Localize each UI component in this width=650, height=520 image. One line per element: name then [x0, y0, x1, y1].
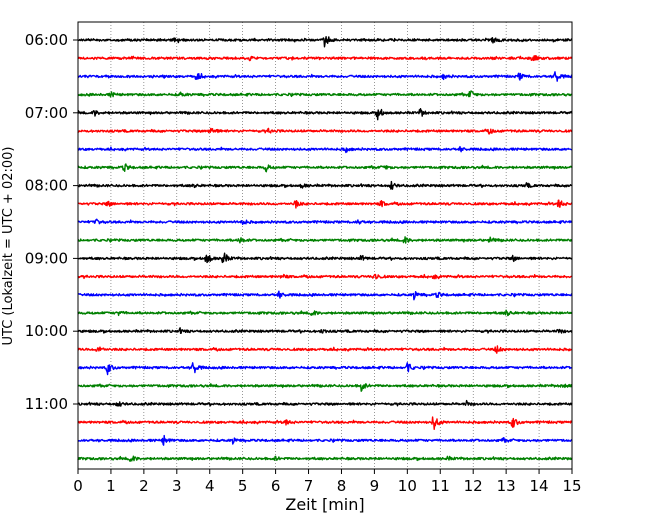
- seismic-trace: [77, 416, 573, 430]
- seismic-trace: [77, 399, 573, 407]
- y-axis-ticks: 06:00 07:00 08:00 09:00 10:00 11:00: [25, 31, 78, 413]
- x-axis-label: Zeit [min]: [285, 495, 364, 514]
- y-tick-label: 07:00: [25, 104, 68, 122]
- x-tick-label: 0: [73, 477, 83, 495]
- y-axis-label: UTC (Lokalzeit = UTC + 02:00): [1, 147, 16, 346]
- seismic-trace: [77, 345, 573, 354]
- seismic-trace: [77, 90, 573, 98]
- seismic-trace: [77, 383, 573, 392]
- seismic-trace: [77, 252, 573, 264]
- seismic-trace: [77, 236, 573, 244]
- x-tick-label: 3: [172, 477, 182, 495]
- seismic-trace: [77, 55, 573, 62]
- x-tick-label: 5: [238, 477, 248, 495]
- x-tick-label: 7: [304, 477, 314, 495]
- seismic-trace: [77, 145, 573, 154]
- x-tick-label: 14: [530, 477, 549, 495]
- seismic-trace: [77, 127, 573, 135]
- x-axis-ticks: 0 1 2 3 4 5 6 7 8 9 10 11 12 13 14 15: [73, 469, 582, 495]
- seismic-traces: [77, 36, 573, 462]
- y-tick-label: 10:00: [25, 322, 68, 340]
- y-tick-label: 08:00: [25, 177, 68, 195]
- seismic-trace: [77, 108, 573, 121]
- x-tick-label: 12: [464, 477, 483, 495]
- grid-lines: [110, 22, 540, 469]
- seismic-trace: [77, 163, 573, 173]
- seismic-trace: [77, 36, 573, 48]
- x-tick-label: 13: [497, 477, 516, 495]
- x-tick-label: 6: [271, 477, 281, 495]
- x-tick-label: 10: [398, 477, 417, 495]
- seismic-trace: [77, 218, 573, 225]
- seismic-trace: [77, 455, 573, 462]
- x-tick-label: 4: [205, 477, 215, 495]
- x-tick-label: 8: [337, 477, 347, 495]
- seismic-trace: [77, 362, 573, 376]
- y-tick-label: 09:00: [25, 249, 68, 267]
- x-tick-label: 1: [106, 477, 116, 495]
- seismic-trace: [77, 273, 573, 280]
- x-tick-label: 11: [431, 477, 450, 495]
- seismic-trace: [77, 199, 573, 209]
- seismic-trace: [77, 309, 573, 317]
- x-tick-label: 15: [562, 477, 581, 495]
- seismic-trace: [77, 327, 573, 334]
- seismic-trace: [77, 290, 573, 301]
- y-tick-label: 11:00: [25, 395, 68, 413]
- seismic-trace: [77, 434, 573, 446]
- x-tick-label: 9: [370, 477, 380, 495]
- plot-frame: [77, 21, 573, 470]
- seismic-trace: [77, 71, 573, 82]
- seismic-trace: [77, 180, 573, 190]
- y-tick-label: 06:00: [25, 31, 68, 49]
- x-tick-label: 2: [139, 477, 149, 495]
